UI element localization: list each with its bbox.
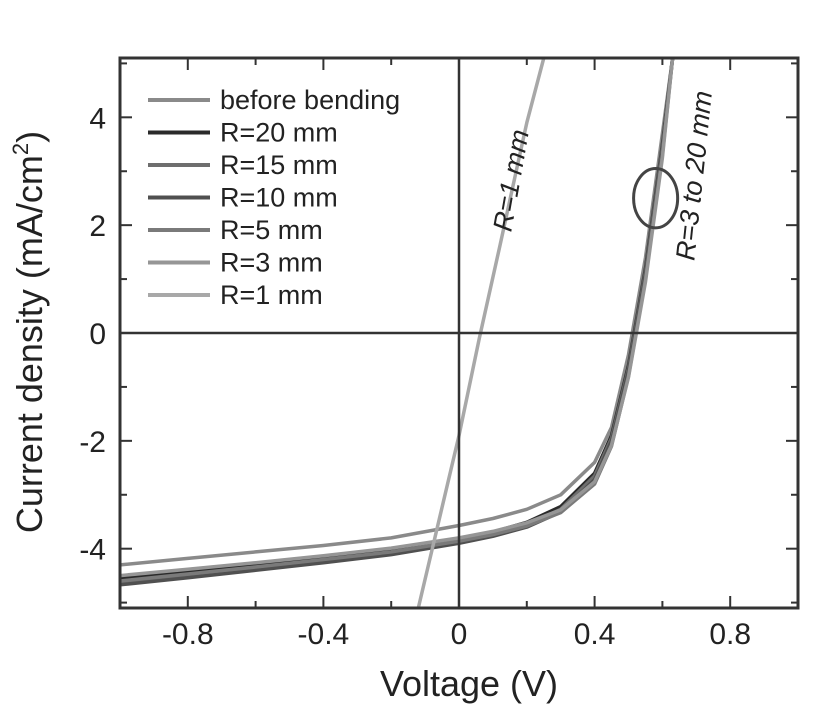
y-axis-label-sup: 2 <box>8 143 33 155</box>
legend-entry: R=10 mm <box>220 183 338 213</box>
y-tick-label: -2 <box>79 426 106 459</box>
x-tick-label: -0.8 <box>162 618 214 651</box>
y-axis-label-main: Current density (mA/cm <box>9 155 50 533</box>
y-tick-label: 2 <box>89 210 106 243</box>
y-axis-label-end: ) <box>9 131 50 143</box>
legend-entry: R=15 mm <box>220 150 338 180</box>
legend-entry: before bending <box>220 85 400 115</box>
legend-entry: R=1 mm <box>220 280 323 310</box>
x-tick-label: 0.8 <box>709 618 751 651</box>
series-layer <box>120 58 675 608</box>
legend-entry: R=3 mm <box>220 248 323 278</box>
legend-entry: R=20 mm <box>220 118 338 148</box>
y-tick-label: 4 <box>89 102 106 135</box>
x-tick-label: 0 <box>451 618 468 651</box>
y-tick-label: 0 <box>89 318 106 351</box>
annotation-ellipse <box>632 167 680 230</box>
x-axis-label: Voltage (V) <box>380 663 558 704</box>
series-line-6 <box>416 58 546 608</box>
series-line-5 <box>120 58 675 578</box>
x-tick-label: 0.4 <box>574 618 616 651</box>
x-tick-label: -0.4 <box>298 618 350 651</box>
series-line-0 <box>120 58 675 567</box>
legend-entry: R=5 mm <box>220 215 323 245</box>
y-tick-label: -4 <box>79 534 106 567</box>
y-axis-label: Current density (mA/cm2) <box>8 131 50 533</box>
ticks-layer: -0.8 -0.4 0 0.4 0.8 -4 -2 0 2 4 <box>79 58 799 651</box>
